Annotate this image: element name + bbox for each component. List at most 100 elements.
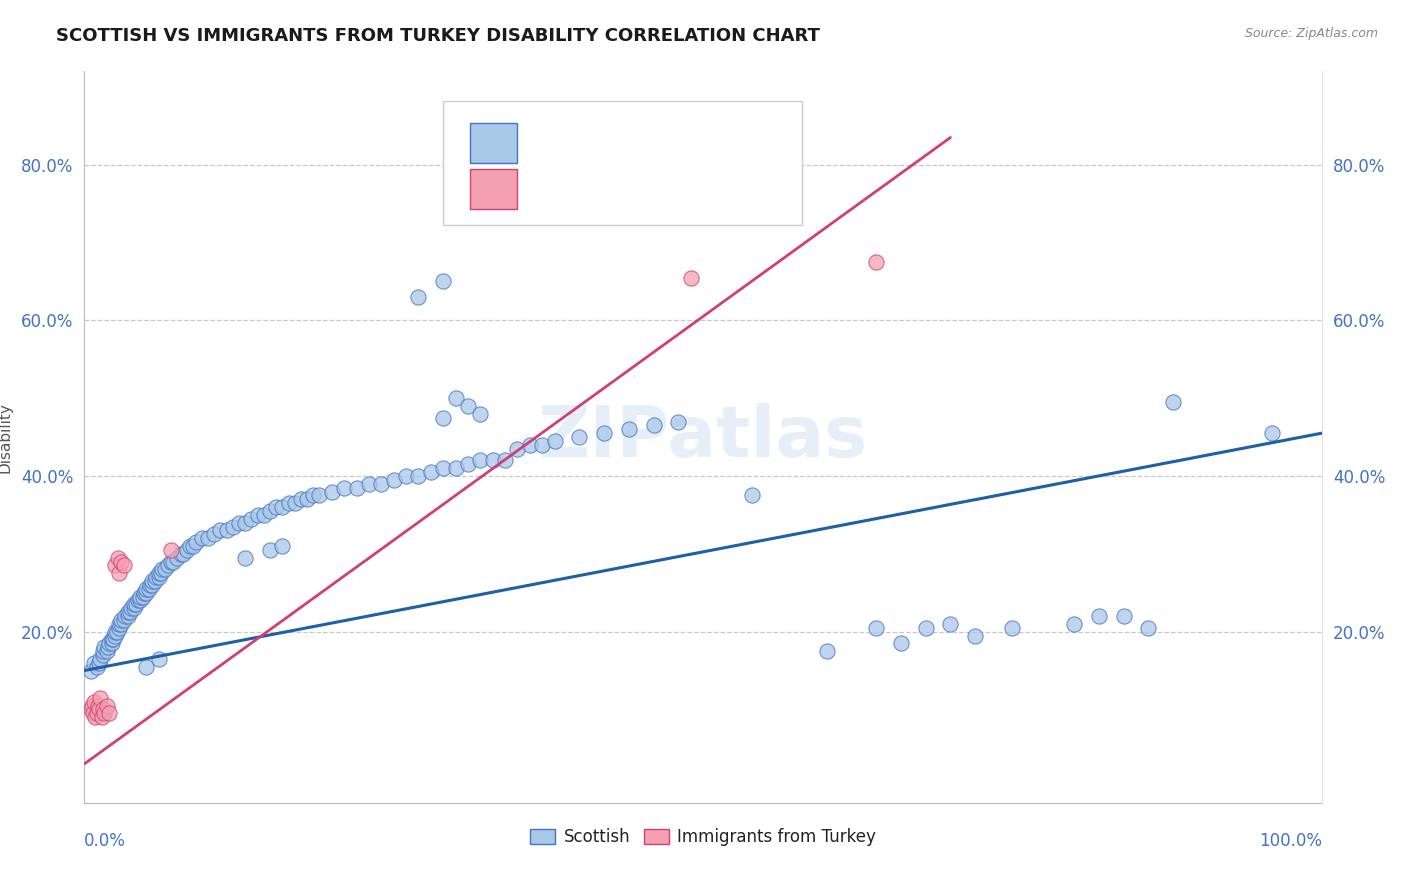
Point bbox=[127, 593, 149, 607]
Point bbox=[264, 500, 287, 515]
Point bbox=[1261, 426, 1284, 441]
Point bbox=[120, 605, 142, 619]
Point bbox=[321, 484, 343, 499]
Point bbox=[138, 582, 160, 596]
Point bbox=[308, 488, 330, 502]
Point bbox=[108, 616, 131, 631]
Point bbox=[519, 438, 541, 452]
Point bbox=[86, 659, 108, 673]
Point bbox=[568, 430, 591, 444]
Point bbox=[148, 652, 170, 666]
Text: Source: ZipAtlas.com: Source: ZipAtlas.com bbox=[1244, 27, 1378, 40]
Point bbox=[815, 644, 838, 658]
Point bbox=[90, 710, 112, 724]
Point bbox=[97, 640, 120, 655]
Point bbox=[84, 710, 107, 724]
Point bbox=[170, 547, 193, 561]
Point bbox=[160, 542, 183, 557]
Point bbox=[157, 558, 180, 573]
Point bbox=[110, 555, 132, 569]
Point bbox=[83, 656, 105, 670]
Point bbox=[129, 590, 152, 604]
Point bbox=[470, 453, 492, 467]
Point bbox=[131, 590, 153, 604]
Text: 100.0%: 100.0% bbox=[1258, 832, 1322, 850]
Point bbox=[233, 550, 256, 565]
Point bbox=[457, 399, 479, 413]
Point bbox=[593, 426, 616, 441]
Point bbox=[408, 469, 430, 483]
Point bbox=[1063, 616, 1085, 631]
Point bbox=[100, 636, 122, 650]
Point bbox=[148, 570, 170, 584]
Text: R = 0.458: R = 0.458 bbox=[530, 133, 620, 152]
Point bbox=[277, 496, 299, 510]
Point bbox=[91, 702, 114, 716]
Point bbox=[125, 598, 148, 612]
Point bbox=[617, 422, 640, 436]
Point bbox=[79, 664, 101, 678]
Point bbox=[370, 476, 392, 491]
Point bbox=[98, 636, 121, 650]
Point bbox=[457, 458, 479, 472]
Point bbox=[543, 434, 565, 448]
Point bbox=[395, 469, 418, 483]
Point bbox=[1161, 395, 1184, 409]
Point bbox=[284, 496, 307, 510]
Point bbox=[107, 550, 129, 565]
Point bbox=[965, 628, 987, 642]
Point bbox=[494, 453, 516, 467]
Point bbox=[222, 519, 245, 533]
Point bbox=[506, 442, 529, 456]
Point bbox=[914, 621, 936, 635]
Point bbox=[470, 407, 492, 421]
Point bbox=[120, 601, 142, 615]
Point bbox=[191, 531, 214, 545]
Point bbox=[271, 539, 294, 553]
FancyBboxPatch shape bbox=[471, 169, 517, 209]
Point bbox=[432, 275, 454, 289]
Point bbox=[135, 585, 157, 599]
Text: R = 0.928: R = 0.928 bbox=[530, 179, 620, 197]
Point bbox=[271, 500, 294, 515]
Point bbox=[444, 391, 467, 405]
Point bbox=[108, 566, 131, 581]
Point bbox=[890, 636, 912, 650]
Point bbox=[101, 632, 124, 647]
Point bbox=[184, 535, 207, 549]
Point bbox=[432, 410, 454, 425]
Point bbox=[104, 624, 127, 639]
Point bbox=[346, 481, 368, 495]
Point bbox=[104, 628, 127, 642]
Point bbox=[865, 621, 887, 635]
Point bbox=[150, 562, 173, 576]
FancyBboxPatch shape bbox=[471, 122, 517, 163]
Point bbox=[179, 539, 201, 553]
Point bbox=[259, 542, 281, 557]
Text: N =  22: N = 22 bbox=[659, 179, 728, 197]
Point bbox=[302, 488, 325, 502]
Point bbox=[104, 558, 127, 573]
Point bbox=[87, 698, 110, 713]
Point bbox=[100, 632, 122, 647]
Point bbox=[148, 566, 170, 581]
Point bbox=[408, 290, 430, 304]
Point bbox=[741, 488, 763, 502]
Point bbox=[141, 578, 163, 592]
Point bbox=[253, 508, 276, 522]
Point bbox=[228, 516, 250, 530]
Point bbox=[91, 648, 114, 662]
Legend: Scottish, Immigrants from Turkey: Scottish, Immigrants from Turkey bbox=[523, 822, 883, 853]
Text: N = 108: N = 108 bbox=[659, 133, 734, 152]
Point bbox=[643, 418, 665, 433]
Point bbox=[215, 524, 238, 538]
Point bbox=[80, 698, 103, 713]
Point bbox=[89, 702, 111, 716]
Point bbox=[89, 656, 111, 670]
Point bbox=[333, 481, 356, 495]
Point bbox=[112, 558, 135, 573]
Point bbox=[91, 644, 114, 658]
Point bbox=[176, 542, 198, 557]
Point bbox=[150, 566, 173, 581]
Point bbox=[481, 453, 503, 467]
